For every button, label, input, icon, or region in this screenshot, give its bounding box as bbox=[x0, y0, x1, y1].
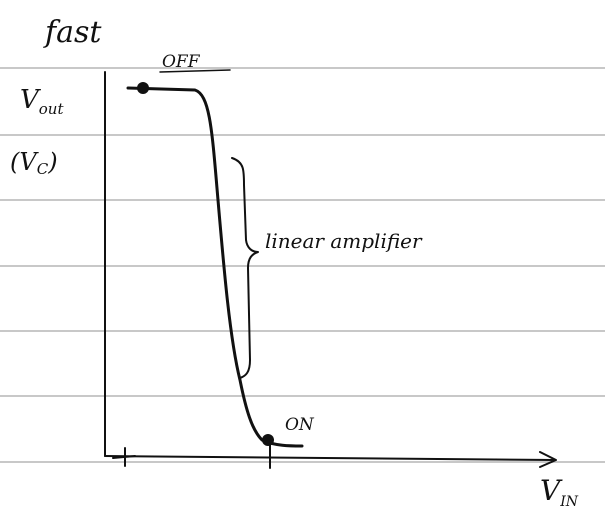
heading: fast bbox=[43, 15, 102, 50]
off-label: OFF bbox=[162, 52, 201, 72]
x-label: VIN bbox=[540, 474, 579, 510]
region-label: linear amplifier bbox=[265, 229, 423, 253]
brace bbox=[232, 158, 258, 378]
on-point bbox=[262, 434, 274, 446]
sketch: fast Vout (VC) VIN OFF ON linear amplifi… bbox=[0, 0, 605, 516]
on-label: ON bbox=[285, 415, 315, 435]
x-axis bbox=[105, 452, 556, 467]
notebook-lines bbox=[0, 68, 605, 462]
y-label-alt-prefix: (V bbox=[10, 148, 39, 176]
y-label-alt: (VC) bbox=[10, 148, 58, 178]
y-label-sub: out bbox=[39, 100, 65, 118]
x-ticks bbox=[113, 442, 270, 468]
y-label-alt-suffix: ) bbox=[47, 148, 57, 176]
off-point bbox=[137, 82, 149, 94]
y-label-alt-sub: C bbox=[37, 160, 49, 178]
x-label-sub: IN bbox=[559, 494, 579, 510]
y-label: Vout bbox=[20, 85, 64, 118]
